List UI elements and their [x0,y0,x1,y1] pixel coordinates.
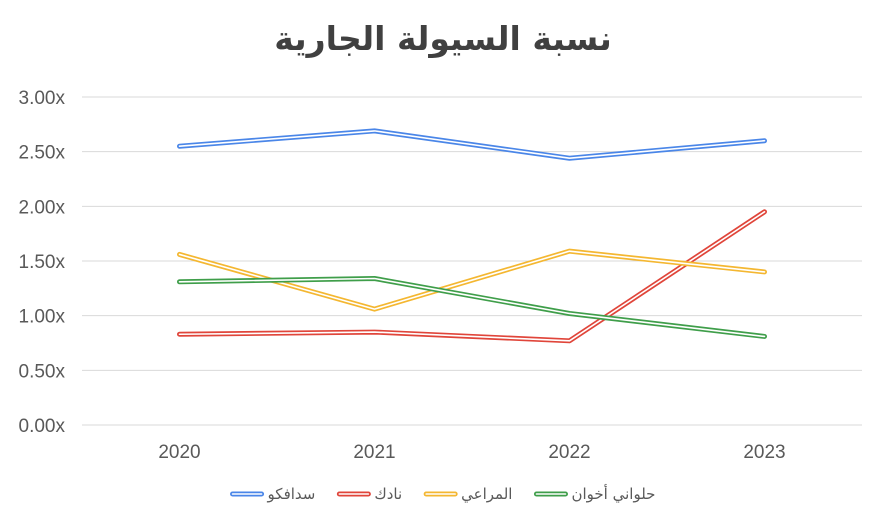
series-line-inner [178,130,766,160]
series-line [177,209,767,344]
y-tick-label: 0.00x [19,416,66,437]
y-tick-label: 1.50x [19,252,66,273]
legend-label: سدافكو [267,485,316,503]
x-axis-tick-labels: 2020 2021 2022 2023 [158,442,785,463]
series-line [177,275,767,339]
y-tick-label: 1.00x [19,307,66,328]
x-tick-label: 2020 [158,442,200,463]
series-line-inner [178,211,766,342]
legend-label: نادك [374,485,402,503]
y-tick-label: 0.50x [19,361,66,382]
legend-label: المراعي [461,485,512,504]
legend-item: نادك [336,485,402,503]
y-tick-label: 2.50x [19,143,66,164]
y-tick-label: 2.00x [19,197,66,218]
legend-item: المراعي [423,485,512,504]
series-line-outer [177,275,767,339]
x-tick-label: 2021 [353,442,395,463]
series-line-outer [177,209,767,344]
legend-label: حلواني أخوان [571,484,655,504]
series-line [177,128,767,161]
x-tick-label: 2022 [548,442,590,463]
legend-item: حلواني أخوان [533,484,655,504]
y-tick-label: 3.00x [19,88,66,109]
chart-title: نسبة السيولة الجارية [274,19,612,59]
legend-item: سدافكو [230,485,316,503]
x-tick-label: 2023 [743,442,785,463]
series-lines [177,128,767,344]
series-line-inner [178,277,766,338]
legend: سدافكو نادك المراعي حلواني أخوان [230,484,655,504]
y-axis-tick-labels: 0.00x 0.50x 1.00x 1.50x 2.00x 2.50x 3.00x [19,88,66,437]
